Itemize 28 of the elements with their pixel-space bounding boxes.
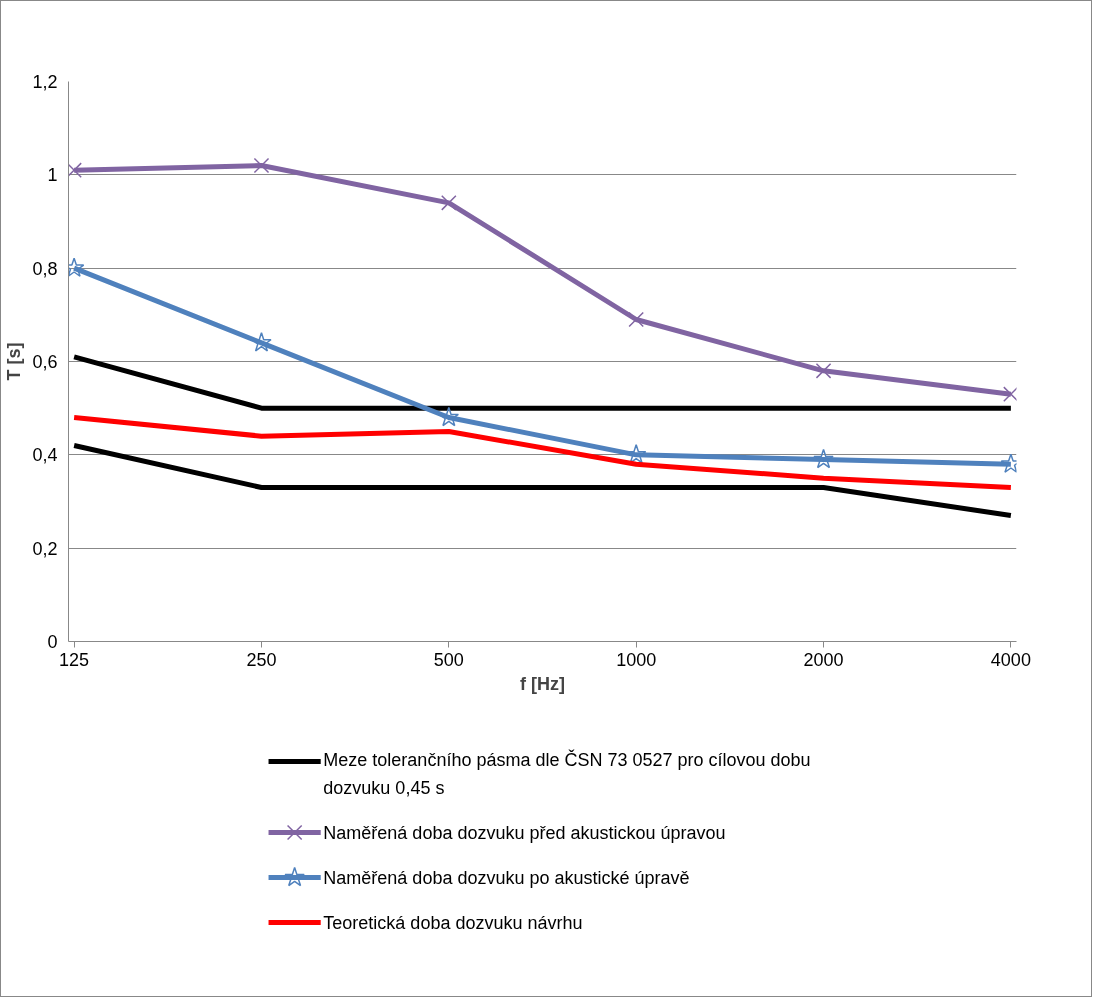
point: [815, 363, 832, 379]
x-tick-label: 4000: [990, 649, 1031, 670]
y-tick-label: 1,2: [32, 72, 58, 92]
point: [253, 157, 270, 174]
point: [438, 406, 460, 427]
x-tick-label: 1000: [616, 649, 657, 670]
x-tick-label: 500: [433, 649, 464, 670]
y-tick-label: 0: [47, 632, 58, 652]
legend-label: Meze tolerančního pásma dle ČSN 73 0527 pro cílovou dobu dozvuku 0,45 s: [323, 748, 811, 798]
y-tick-label: 1: [47, 165, 58, 186]
point: [68, 162, 82, 178]
legend-label: Naměřená doba dozvuku před akustickou úpravou: [323, 822, 726, 843]
y-tick-label: 0,4: [32, 445, 58, 466]
x-axis-title: f [Hz]: [520, 673, 565, 694]
point: [441, 195, 457, 211]
point: [1003, 386, 1017, 402]
legend-label: Naměřená doba dozvuku po akustické úpravě: [323, 867, 690, 888]
x-tick-label: 2000: [803, 649, 844, 670]
legend-label: Teoretická doba dozvuku návrhu: [323, 912, 583, 933]
x-tick-label: 250: [246, 649, 277, 670]
point: [813, 448, 834, 469]
y-axis-title: T [s]: [4, 342, 25, 381]
y-tick-label: 0,8: [32, 258, 58, 279]
point: [251, 332, 272, 352]
y-tick-label: 0,2: [32, 538, 58, 559]
point: [628, 311, 644, 328]
x-tick-label: 125: [59, 649, 90, 670]
y-tick-label: 0,6: [32, 352, 58, 372]
